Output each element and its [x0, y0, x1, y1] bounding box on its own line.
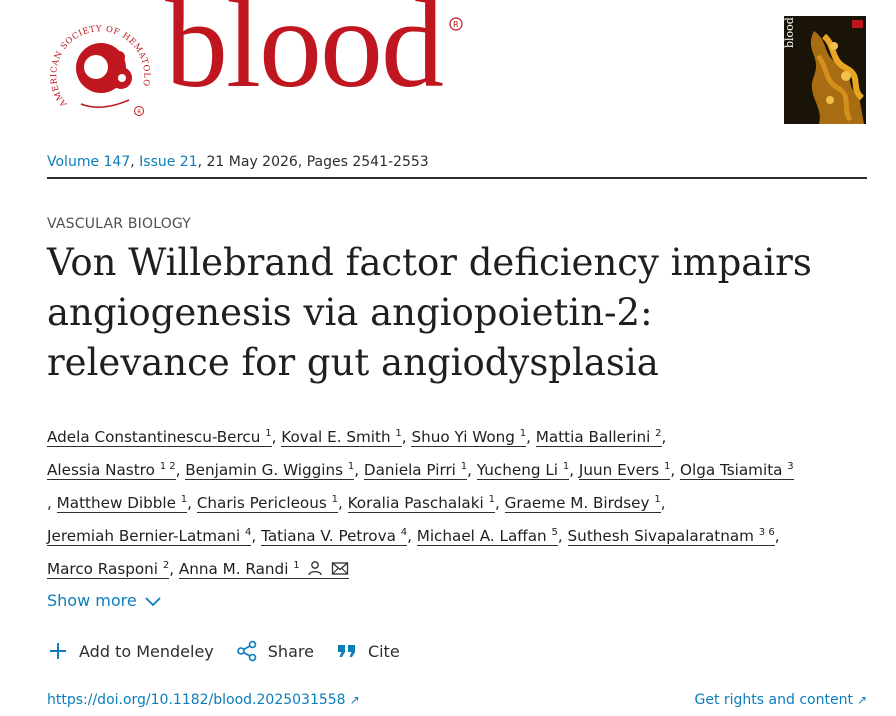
author-affiliation: 1: [488, 494, 495, 505]
add-to-mendeley-button[interactable]: Add to Mendeley: [47, 640, 214, 662]
rights-link[interactable]: Get rights and content ↗: [695, 692, 868, 708]
cover-art: blood: [784, 16, 866, 124]
journal-wordmark: blood: [165, 0, 444, 114]
author-affiliation: 2: [655, 428, 662, 439]
author-name: Charis Pericleous: [196, 494, 327, 512]
author-link[interactable]: Marco Rasponi 2: [47, 560, 170, 579]
article-title: Von Willebrand factor deficiency impairs…: [47, 241, 812, 384]
author-link[interactable]: Alessia Nastro 1 2: [47, 461, 176, 480]
author-name: Marco Rasponi: [47, 560, 159, 578]
author-name: Juun Evers: [578, 461, 660, 479]
header-divider: [47, 177, 867, 179]
author-affiliation: 1: [331, 494, 338, 505]
author-name: Anna M. Randi: [178, 560, 289, 578]
author-name: Jeremiah Bernier-Latmani: [47, 527, 241, 545]
author-link[interactable]: Michael A. Laffan 5: [416, 527, 558, 546]
corresponding-author-link[interactable]: Anna M. Randi 1: [178, 560, 350, 579]
author-name: Shuo Yi Wong: [411, 428, 515, 446]
author-link[interactable]: Juun Evers 1: [578, 461, 671, 480]
share-button[interactable]: Share: [236, 640, 314, 662]
show-more-button[interactable]: Show more: [47, 591, 163, 610]
author-link[interactable]: Charis Pericleous 1: [196, 494, 338, 513]
journal-header: AMERICAN SOCIETY OF HEMATOLOGY R blood R…: [47, 0, 867, 132]
issue-date-pages: , 21 May 2026, Pages 2541-2553: [197, 154, 429, 170]
author-name: Daniela Pirri: [363, 461, 456, 479]
author-affiliation: 1 2: [159, 461, 176, 472]
author-affiliation: 1: [293, 560, 300, 571]
issue-info: Volume 147, Issue 21, 21 May 2026, Pages…: [47, 154, 429, 170]
author-name: Mattia Ballerini: [535, 428, 651, 446]
author-link[interactable]: Tatiana V. Petrova 4: [261, 527, 408, 546]
author-link[interactable]: Shuo Yi Wong 1: [411, 428, 527, 447]
author-link[interactable]: Adela Constantinescu-Bercu 1: [47, 428, 272, 447]
plus-icon: [50, 643, 66, 659]
ash-seal-logo: AMERICAN SOCIETY OF HEMATOLOGY R: [47, 12, 152, 116]
author-affiliation: 1: [395, 428, 402, 439]
svg-text:R: R: [137, 109, 141, 115]
author-link[interactable]: Graeme M. Birdsey 1: [504, 494, 661, 513]
author-affiliation: 2: [162, 560, 170, 571]
author-name: Benjamin G. Wiggins: [185, 461, 344, 479]
author-link[interactable]: Yucheng Li 1: [476, 461, 570, 480]
author-name: Michael A. Laffan: [416, 527, 547, 545]
external-link-icon: ↗: [856, 693, 867, 707]
author-affiliation: 4: [245, 527, 252, 538]
author-link[interactable]: Mattia Ballerini 2: [535, 428, 662, 447]
author-list: Adela Constantinescu-Bercu 1, Koval E. S…: [47, 428, 794, 579]
author-affiliation: 1: [347, 461, 355, 472]
doi-text: https://doi.org/10.1182/blood.2025031558: [47, 692, 346, 708]
share-label: Share: [267, 641, 314, 661]
show-more-label: Show more: [47, 591, 137, 610]
envelope-icon: [332, 562, 349, 575]
add-to-mendeley-label: Add to Mendeley: [79, 641, 214, 661]
author-name: Matthew Dibble: [56, 494, 176, 512]
chevron-down-icon: [145, 597, 161, 607]
author-link[interactable]: Suthesh Sivapalaratnam 3 6: [567, 527, 775, 546]
author-name: Alessia Nastro: [47, 461, 155, 479]
article-actions: Add to Mendeley Share Cite: [47, 640, 422, 662]
author-affiliation: 1: [664, 461, 671, 472]
author-link[interactable]: Koralia Paschalaki 1: [347, 494, 495, 513]
cover-title: blood: [784, 17, 796, 48]
doi-link[interactable]: https://doi.org/10.1182/blood.2025031558…: [47, 692, 360, 708]
author-link[interactable]: Olga Tsiamita 3: [680, 461, 794, 480]
author-affiliation: 3: [787, 461, 794, 472]
external-link-icon: ↗: [349, 693, 360, 707]
article-section-label: VASCULAR BIOLOGY: [47, 216, 192, 232]
volume-link[interactable]: Volume 147: [47, 154, 131, 170]
author-affiliation: 3 6: [758, 527, 775, 538]
quote-icon: [337, 645, 355, 657]
author-link[interactable]: Jeremiah Bernier-Latmani 4: [47, 527, 252, 546]
author-name: Olga Tsiamita: [680, 461, 783, 479]
issue-link[interactable]: Issue 21: [139, 154, 198, 170]
cite-button[interactable]: Cite: [336, 640, 400, 662]
cite-label: Cite: [367, 641, 400, 661]
author-affiliation: 5: [551, 527, 558, 538]
author-name: Graeme M. Birdsey: [504, 494, 650, 512]
journal-cover-thumbnail[interactable]: blood: [784, 16, 866, 124]
author-affiliation: 1: [654, 494, 661, 505]
author-name: Adela Constantinescu-Bercu: [47, 428, 261, 446]
person-icon: [308, 561, 323, 576]
author-affiliation: 1: [180, 494, 188, 505]
author-name: Yucheng Li: [476, 461, 559, 479]
author-affiliation: 4: [400, 527, 408, 538]
author-name: Koralia Paschalaki: [347, 494, 484, 512]
author-link[interactable]: Koval E. Smith 1: [281, 428, 402, 447]
author-affiliation: 1: [460, 461, 468, 472]
author-affiliation: 1: [265, 428, 272, 439]
author-affiliation: 1: [562, 461, 570, 472]
author-name: Suthesh Sivapalaratnam: [567, 527, 754, 545]
author-link[interactable]: Benjamin G. Wiggins 1: [185, 461, 355, 480]
author-link[interactable]: Matthew Dibble 1: [56, 494, 188, 513]
author-link[interactable]: Daniela Pirri 1: [363, 461, 468, 480]
issue-separator: ,: [130, 154, 140, 170]
svg-text:R: R: [453, 20, 459, 29]
share-icon: [236, 640, 257, 662]
rights-text: Get rights and content: [694, 692, 853, 708]
registered-mark-icon: R: [449, 17, 463, 31]
author-name: Koval E. Smith: [281, 428, 391, 446]
author-affiliation: 1: [519, 428, 527, 439]
author-name: Tatiana V. Petrova: [261, 527, 396, 545]
